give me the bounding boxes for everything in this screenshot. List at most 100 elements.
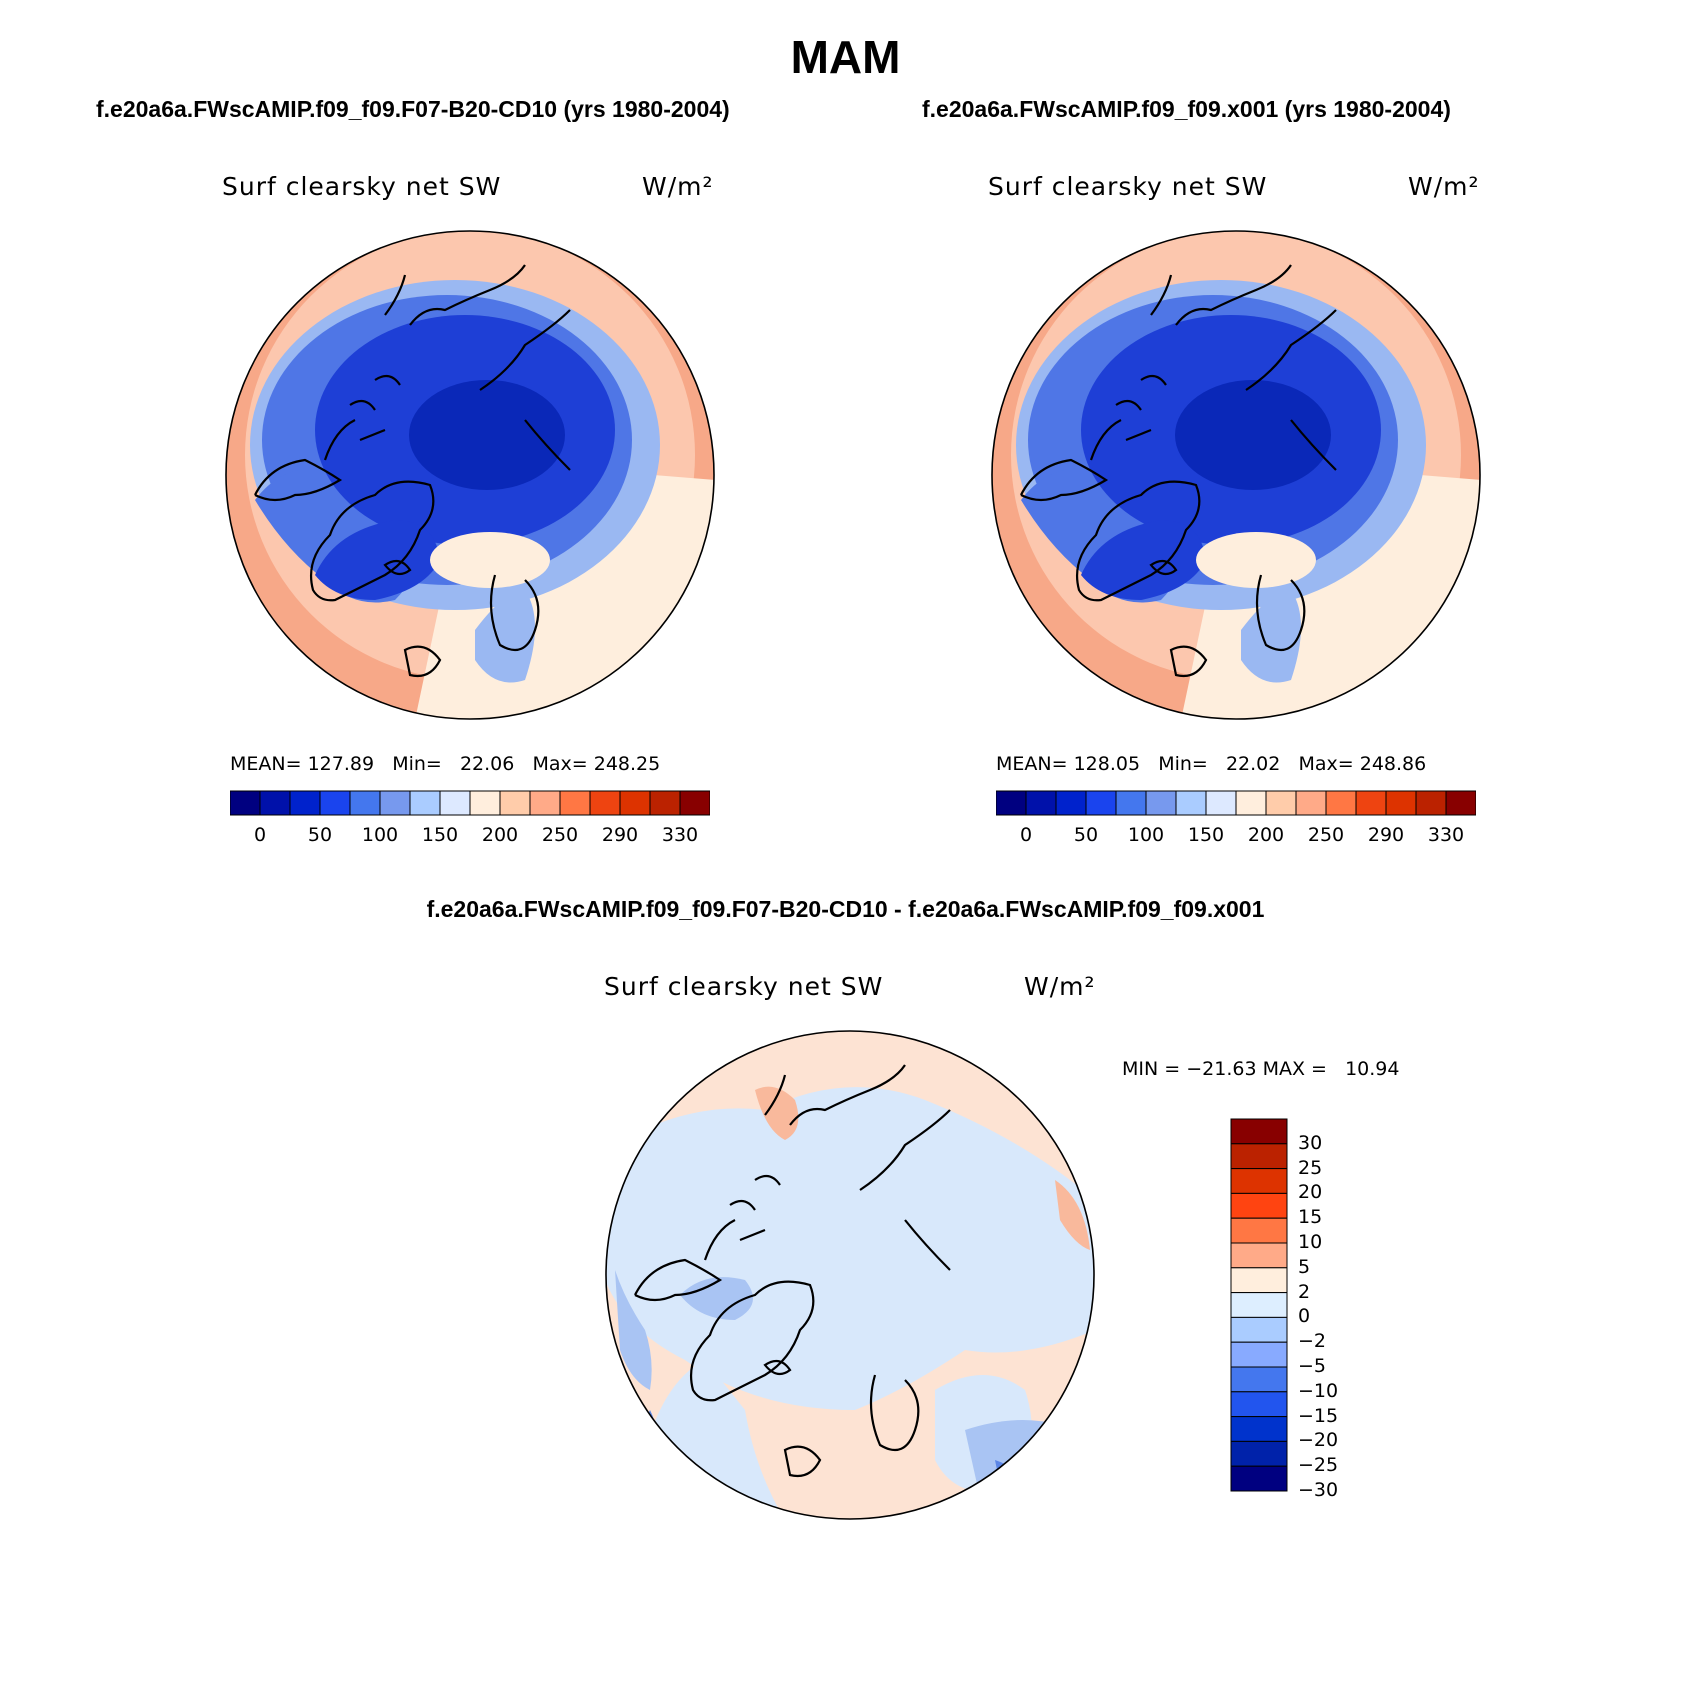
colorbar-abs-tick-1-5: 250 xyxy=(541,824,579,846)
diff-panel-colorbar xyxy=(1230,1118,1288,1492)
colorbar-abs-box-2-8 xyxy=(1235,790,1267,816)
colorbar-abs-tick-2-3: 150 xyxy=(1187,824,1225,846)
colorbar-abs-box-2-10 xyxy=(1295,790,1327,816)
colorbar-abs-tick-2-2: 100 xyxy=(1127,824,1165,846)
colorbar-abs-box-1-10 xyxy=(529,790,561,816)
diff-panel-max-value: 10.94 xyxy=(1345,1058,1400,1080)
colorbar-diff-box-12 xyxy=(1230,1416,1288,1442)
colorbar-diff-box-9 xyxy=(1230,1341,1288,1368)
diff-panel-contour-fill xyxy=(606,1031,1094,1519)
panel-2-max-value: 248.86 xyxy=(1359,753,1427,775)
panel-1-colorbar xyxy=(230,790,710,816)
diff-panel-map-border xyxy=(605,1030,1095,1520)
panel-1-colorbar-ticks: 0 50 100 150 200 250 290 330 xyxy=(230,822,710,848)
panel-2-coastlines xyxy=(1020,264,1337,678)
colorbar-abs-box-2-4 xyxy=(1115,790,1147,816)
colorbar-diff-tick-7: 0 xyxy=(1298,1305,1311,1328)
colorbar-diff-box-4 xyxy=(1230,1217,1288,1244)
panel-1-variable-title: Surf clearsky net SW xyxy=(222,172,502,201)
colorbar-diff-tick-2: 20 xyxy=(1298,1181,1323,1204)
colorbar-abs-box-2-2 xyxy=(1055,790,1087,816)
colorbar-diff-tick-14: −30 xyxy=(1298,1479,1339,1501)
colorbar-diff-tick-12: −20 xyxy=(1298,1429,1339,1452)
colorbar-abs-box-1-8 xyxy=(469,790,501,816)
colorbar-diff-box-8 xyxy=(1230,1316,1288,1343)
colorbar-abs-tick-2-1: 50 xyxy=(1073,824,1099,846)
colorbar-diff-box-10 xyxy=(1230,1366,1288,1393)
colorbar-abs-box-2-12 xyxy=(1355,790,1387,816)
panel-1-max-value: 248.25 xyxy=(593,753,661,775)
panel-1-units: W/m² xyxy=(642,172,714,201)
diff-panel-coastlines xyxy=(634,1064,951,1478)
colorbar-diff-tick-0: 30 xyxy=(1298,1131,1323,1154)
colorbar-abs-box-1-2 xyxy=(289,790,321,816)
colorbar-abs-box-1-12 xyxy=(589,790,621,816)
colorbar-abs-box-1-0 xyxy=(230,790,261,816)
colorbar-abs-tick-2-0: 0 xyxy=(1019,824,1033,846)
colorbar-abs-box-1-5 xyxy=(379,790,411,816)
panel-2-map-border xyxy=(991,230,1481,720)
diff-panel-stats: MIN = −21.63 MAX = 10.94 xyxy=(1122,1058,1400,1080)
colorbar-abs-box-2-0 xyxy=(996,790,1027,816)
colorbar-diff-tick-10: −10 xyxy=(1298,1379,1339,1402)
colorbar-abs-box-1-6 xyxy=(409,790,441,816)
colorbar-diff-box-1 xyxy=(1230,1143,1288,1170)
colorbar-diff-tick-11: −15 xyxy=(1298,1404,1339,1427)
colorbar-abs-box-1-4 xyxy=(349,790,381,816)
panel-2-colorbar xyxy=(996,790,1476,816)
panel-1-coastlines xyxy=(254,264,571,678)
colorbar-abs-box-1-11 xyxy=(559,790,591,816)
colorbar-diff-box-5 xyxy=(1230,1242,1288,1269)
colorbar-abs-box-2-5 xyxy=(1145,790,1177,816)
colorbar-abs-tick-2-4: 200 xyxy=(1247,824,1285,846)
colorbar-diff-tick-5: 5 xyxy=(1298,1255,1311,1278)
colorbar-abs-box-2-7 xyxy=(1205,790,1237,816)
colorbar-diff-tick-1: 25 xyxy=(1298,1156,1323,1179)
panel-1-stats: MEAN= 127.89 Min= 22.06 Max= 248.25 xyxy=(230,753,661,775)
colorbar-diff-tick-13: −25 xyxy=(1298,1454,1339,1477)
colorbar-abs-tick-2-6: 290 xyxy=(1367,824,1405,846)
colorbar-abs-box-2-14 xyxy=(1415,790,1447,816)
colorbar-abs-box-2-6 xyxy=(1175,790,1207,816)
panel-1-mean-value: 127.89 xyxy=(307,753,375,775)
colorbar-abs-box-1-15 xyxy=(679,790,710,816)
colorbar-diff-box-14 xyxy=(1230,1465,1288,1492)
panel-1-contour-fill xyxy=(226,231,714,719)
colorbar-abs-box-1-14 xyxy=(649,790,681,816)
colorbar-abs-tick-1-7: 330 xyxy=(661,824,699,846)
colorbar-abs-tick-2-5: 250 xyxy=(1307,824,1345,846)
panel-2-units: W/m² xyxy=(1408,172,1480,201)
colorbar-diff-box-3 xyxy=(1230,1192,1288,1219)
colorbar-diff-tick-4: 10 xyxy=(1298,1231,1323,1253)
colorbar-abs-box-2-1 xyxy=(1025,790,1057,816)
panel-1-map-border xyxy=(225,230,715,720)
panel-1-case-title: f.e20a6a.FWscAMIP.f09_f09.F07-B20-CD10 (… xyxy=(96,96,730,122)
diff-panel-polar-map xyxy=(605,1030,1095,1520)
colorbar-abs-box-2-3 xyxy=(1085,790,1117,816)
colorbar-diff-box-2 xyxy=(1230,1168,1288,1194)
colorbar-abs-tick-1-1: 50 xyxy=(307,824,333,846)
colorbar-abs-box-2-13 xyxy=(1385,790,1417,816)
colorbar-abs-box-2-15 xyxy=(1445,790,1476,816)
colorbar-abs-tick-1-3: 150 xyxy=(421,824,459,846)
diff-panel-units: W/m² xyxy=(1024,972,1096,1001)
diff-panel-variable-title: Surf clearsky net SW xyxy=(604,972,884,1001)
colorbar-abs-box-1-9 xyxy=(499,790,531,816)
colorbar-abs-tick-1-4: 200 xyxy=(481,824,519,846)
colorbar-diff-box-6 xyxy=(1230,1267,1288,1294)
colorbar-abs-box-1-13 xyxy=(619,790,651,816)
colorbar-diff-box-0 xyxy=(1230,1118,1288,1145)
panel-2-case-title: f.e20a6a.FWscAMIP.f09_f09.x001 (yrs 1980… xyxy=(922,96,1451,122)
panel-2-min-value: 22.02 xyxy=(1225,753,1281,775)
colorbar-abs-tick-2-7: 330 xyxy=(1427,824,1465,846)
colorbar-abs-box-2-9 xyxy=(1265,790,1297,816)
diff-panel-min-value: −21.63 xyxy=(1186,1058,1257,1080)
panel-2-contour-fill xyxy=(992,231,1480,719)
panel-1-min-value: 22.06 xyxy=(459,753,515,775)
colorbar-abs-box-1-7 xyxy=(439,790,471,816)
colorbar-diff-box-7 xyxy=(1230,1292,1288,1318)
colorbar-diff-tick-3: 15 xyxy=(1298,1206,1323,1229)
diff-panel-colorbar-ticks: 30 25 20 15 10 5 2 0 −2 −5 −10 −15 −20 −25 −30 xyxy=(1298,1118,1378,1518)
colorbar-diff-tick-6: 2 xyxy=(1298,1280,1311,1303)
panel-1-polar-map xyxy=(225,230,715,720)
